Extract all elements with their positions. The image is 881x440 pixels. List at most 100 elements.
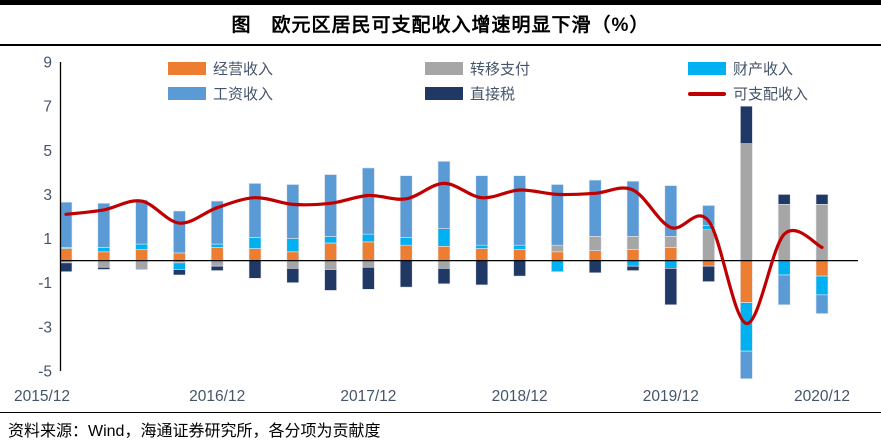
bar-segment [475,248,489,261]
bar-segment [135,249,148,261]
bar-segment [286,268,300,284]
y-tick-label: 3 [43,187,52,204]
bar-segment [513,249,526,261]
bar-segment [324,260,337,270]
bar-segment [551,260,564,272]
bar-segment [286,238,300,253]
bar-segment [626,260,640,267]
bar-segment [286,251,300,261]
y-tick-label: 5 [43,143,52,160]
bar-segment [135,243,148,250]
bar-segment [702,229,715,261]
legend-label: 财产收入 [733,61,794,78]
legend-item-operating-income: 经营收入 [168,56,425,81]
bar-segment [437,228,451,247]
bar-segment [248,237,262,249]
wage-income-swatch-icon [168,87,206,100]
bar-segment [588,260,602,274]
bar-segment [815,294,829,314]
legend-label: 工资收入 [213,86,274,103]
source-separator-rule [0,412,881,413]
bar-segment [362,167,375,235]
disposable-income-line [64,181,824,326]
bar-segment [324,269,337,291]
y-tick-label: 7 [43,99,52,116]
bar-segment [135,260,148,269]
operating-income-swatch-icon [168,62,206,75]
legend-item-direct-tax: 直接税 [425,81,688,106]
bar-segment [173,262,186,270]
bar-segment [626,249,640,261]
x-tick-label: 2015/12 [14,388,70,405]
bar-segment [135,199,148,245]
bar-segment [626,265,640,271]
bar-segment [97,260,111,268]
x-tick-label: 2018/12 [492,388,548,405]
y-tick-label: -3 [38,319,52,336]
bar-segment [475,260,489,286]
y-tick-label: 9 [43,55,52,72]
bar-segment [702,265,715,282]
bar-segment [740,260,753,303]
bar-segment [815,260,829,277]
bar-segment [626,180,640,237]
bar-segment [740,105,753,144]
title-separator-rule [0,44,881,46]
bar-segment [588,236,602,252]
bar-segment [362,266,375,290]
bar-segment [210,243,224,248]
chart-title: 图 欧元区居民可支配收入增速明显下滑（%） [231,15,650,36]
bar-segment [740,302,753,352]
chart-legend: 经营收入 转移支付 财产收入 工资收入 直接税 可支配收入 [168,56,881,106]
bar-segment [399,175,413,238]
bar-segment [437,161,451,229]
axes-group [59,62,858,371]
bar-segment [248,260,262,279]
y-tick-label: -1 [38,275,52,292]
bar-segment [664,247,678,261]
bar-segment [702,260,715,267]
legend-label: 直接税 [470,86,516,103]
bar-segment [59,262,73,272]
bar-segment [513,175,526,246]
bar-segment [135,268,148,270]
bar-segment [777,260,791,276]
bar-segment [59,248,73,261]
bar-segment [513,260,526,277]
bar-segment [815,194,829,205]
bar-segment [513,244,526,250]
bar-segment [362,233,375,243]
bar-segment [173,269,186,276]
y-tick-label: -5 [38,364,52,381]
bar-segment [97,202,111,248]
bar-segment [551,184,564,246]
bar-segment [437,260,451,269]
bar-segment [626,236,640,250]
bar-segment [248,248,262,261]
bar-segment [664,236,678,248]
bar-segment [551,244,564,253]
x-tick-label: 2019/12 [643,388,699,405]
bar-segment [324,236,337,244]
legend-label: 可支配收入 [733,86,809,103]
bar-segment [210,265,224,271]
bar-segment [210,247,224,261]
bar-segment [173,210,186,254]
bar-segment [588,179,602,237]
bar-segment [664,268,678,306]
bar-segment [664,185,678,237]
bar-segment [815,204,829,261]
x-tick-label: 2017/12 [340,388,396,405]
property-income-swatch-icon [688,62,726,75]
bar-segment [777,274,791,306]
y-tick-labels: 9 7 5 3 1 -1 -3 -5 [38,55,52,381]
bar-series-group [59,105,829,380]
bar-segment [664,260,678,269]
bar-segment [475,175,489,246]
disposable-income-line-swatch-icon [688,91,726,96]
bar-segment [588,250,602,261]
bar-segment [97,266,111,270]
x-tick-label: 2020/12 [794,388,850,405]
